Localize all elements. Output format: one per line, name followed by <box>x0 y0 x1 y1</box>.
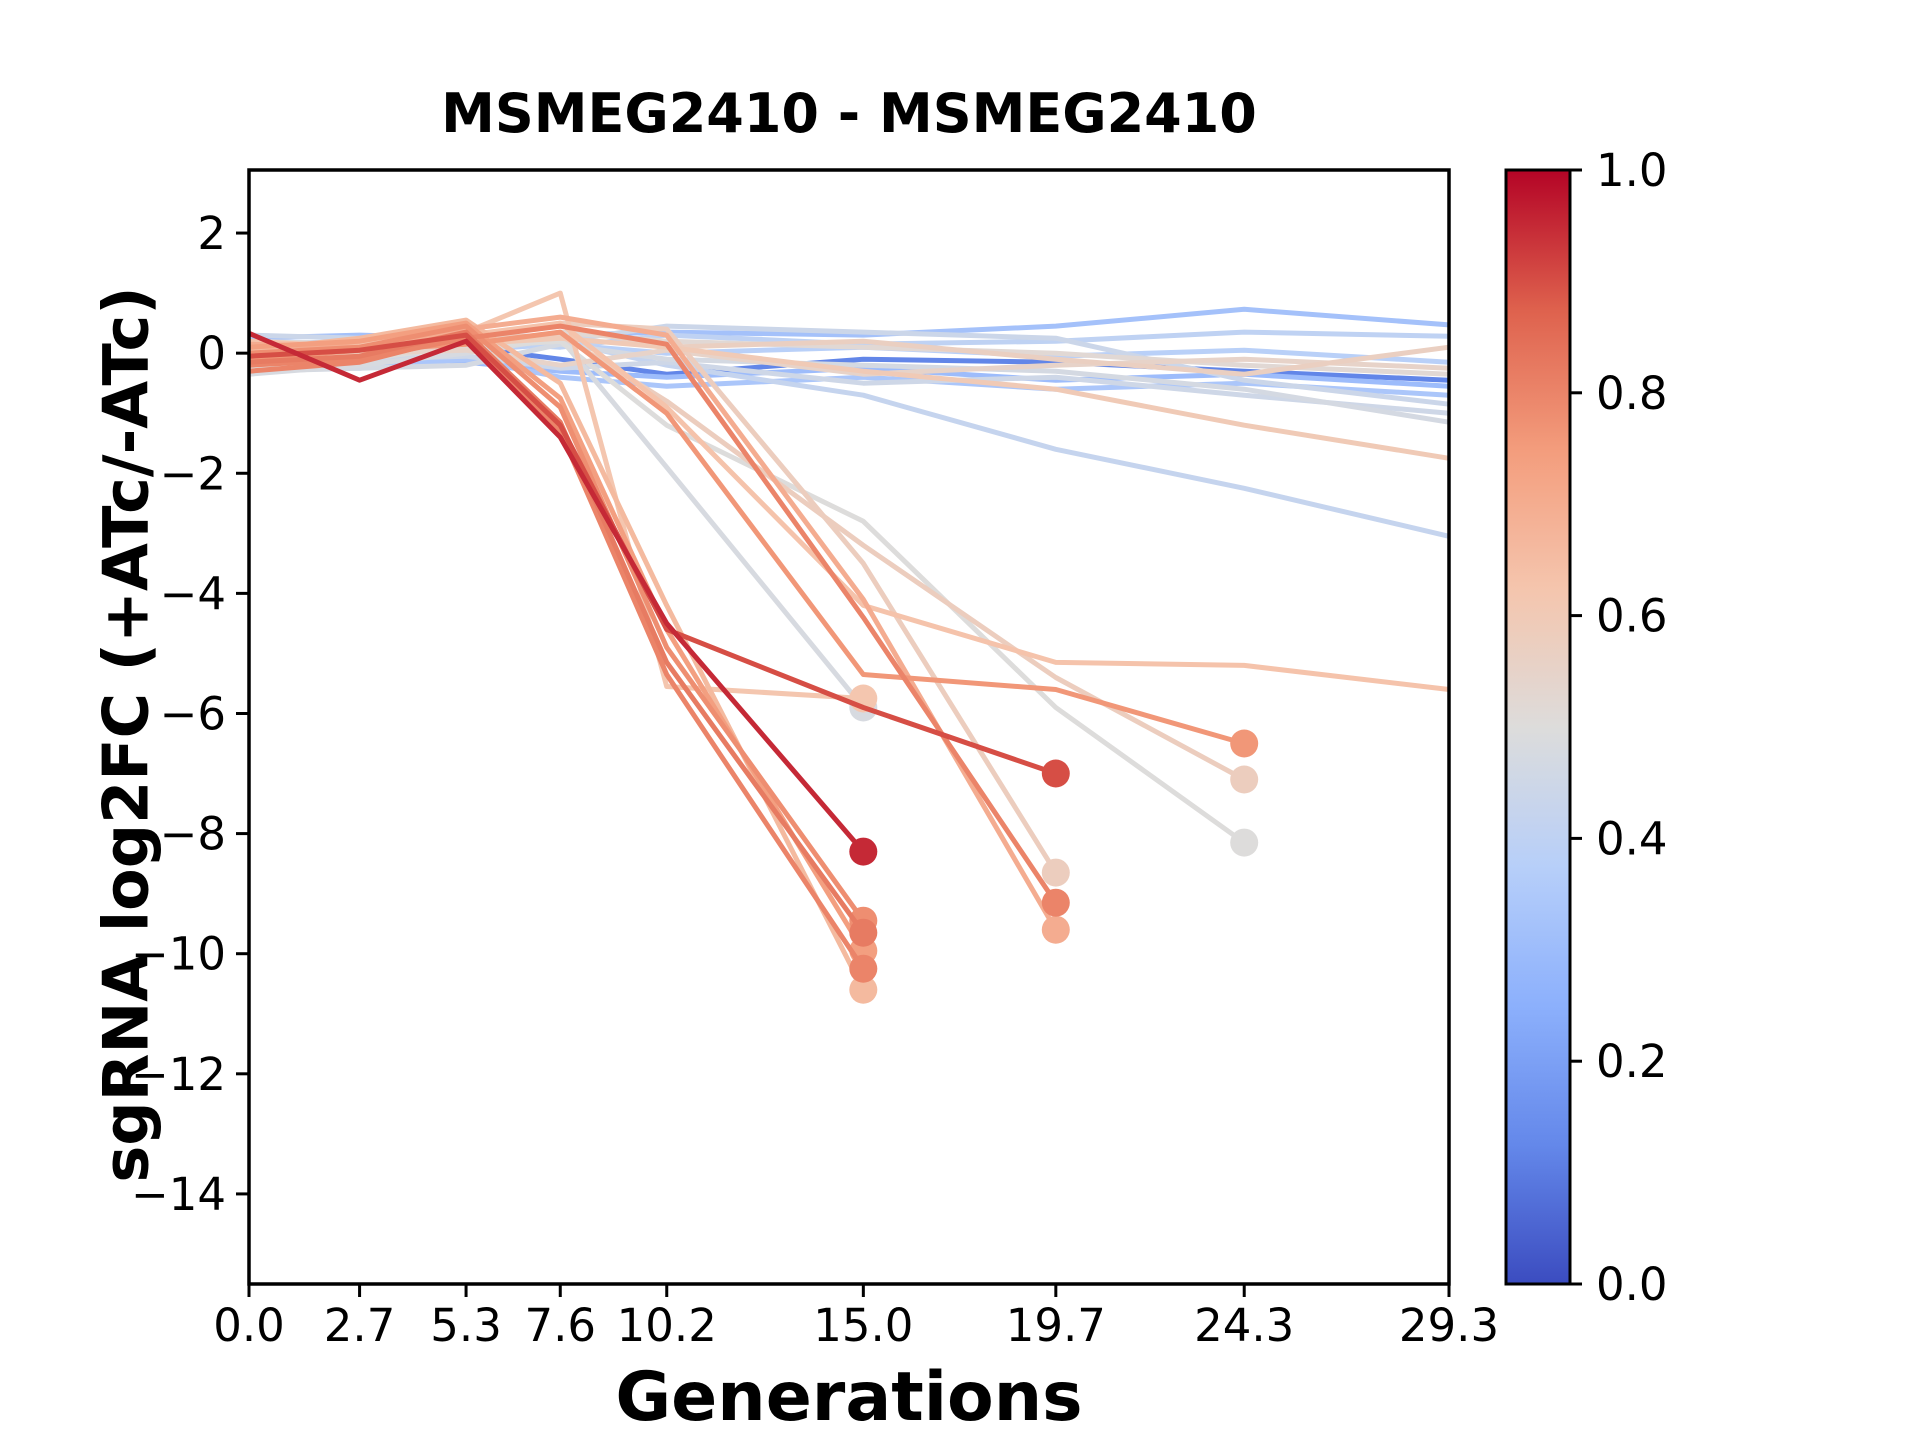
colorbar-tick-label: 0.6 <box>1596 590 1668 643</box>
colorbar-tick-label: 1.0 <box>1596 144 1668 197</box>
sgrna-series-line <box>248 314 1058 931</box>
series-endpoint-marker <box>1041 915 1070 944</box>
sgrna-series-line <box>248 323 866 923</box>
sgrna-series-line <box>248 353 1450 416</box>
series-group <box>248 290 1450 1004</box>
series-endpoint-marker <box>849 837 878 866</box>
sgrna-series-line <box>248 330 866 854</box>
sgrna-series-line <box>248 332 1057 776</box>
y-tick-label: −6 <box>160 687 226 740</box>
x-tick-label: 15.0 <box>813 1299 913 1352</box>
series-endpoint-marker <box>1230 765 1259 794</box>
y-tick-label: −12 <box>131 1048 226 1101</box>
x-tick-label: 19.7 <box>1006 1299 1106 1352</box>
chart-title: MSMEG2410 - MSMEG2410 <box>441 82 1257 145</box>
x-tick-label: 10.2 <box>617 1299 717 1352</box>
sgrna-series-line <box>248 329 1245 746</box>
sgrna-series-line <box>248 320 866 953</box>
y-tick-label: 2 <box>197 207 226 260</box>
sgrna-series-line <box>248 323 1058 905</box>
colorbar-tick-label: 0.4 <box>1596 812 1668 865</box>
series-endpoint-marker <box>1230 828 1259 857</box>
colorbar <box>1506 170 1570 1284</box>
series-endpoint-marker <box>1041 858 1070 887</box>
x-tick-label: 0.0 <box>213 1299 285 1352</box>
x-tick-label: 24.3 <box>1194 1299 1294 1352</box>
colorbar-tick-label: 0.8 <box>1596 367 1668 420</box>
x-tick-label: 2.7 <box>324 1299 396 1352</box>
y-tick-label: −2 <box>160 447 226 500</box>
y-tick-label: 0 <box>197 327 226 380</box>
x-tick-label: 29.3 <box>1399 1299 1499 1352</box>
series-endpoint-marker <box>849 918 878 947</box>
y-tick-label: −4 <box>160 567 226 620</box>
sgrna-series-line <box>248 338 1246 845</box>
x-tick-label: 7.6 <box>524 1299 596 1352</box>
y-tick-label: −10 <box>131 928 226 981</box>
axes-spines <box>247 168 1451 1286</box>
series-endpoint-marker <box>1041 888 1070 917</box>
colorbar-tick-label: 0.0 <box>1596 1258 1668 1311</box>
y-tick-label: −14 <box>131 1168 226 1221</box>
y-axis-label: sgRNA log2FC (+ATc/-ATc) <box>89 286 163 1183</box>
x-axis-label: Generations <box>615 1358 1083 1437</box>
series-endpoint-marker <box>1041 759 1070 788</box>
colorbar-tick-label: 0.2 <box>1596 1035 1668 1088</box>
x-tick-label: 5.3 <box>430 1299 502 1352</box>
series-endpoint-marker <box>849 954 878 983</box>
y-tick-label: −8 <box>160 808 226 861</box>
series-endpoint-marker <box>1230 729 1259 758</box>
series-endpoint-marker <box>849 975 878 1004</box>
colorbar-outline <box>1504 168 1572 1286</box>
